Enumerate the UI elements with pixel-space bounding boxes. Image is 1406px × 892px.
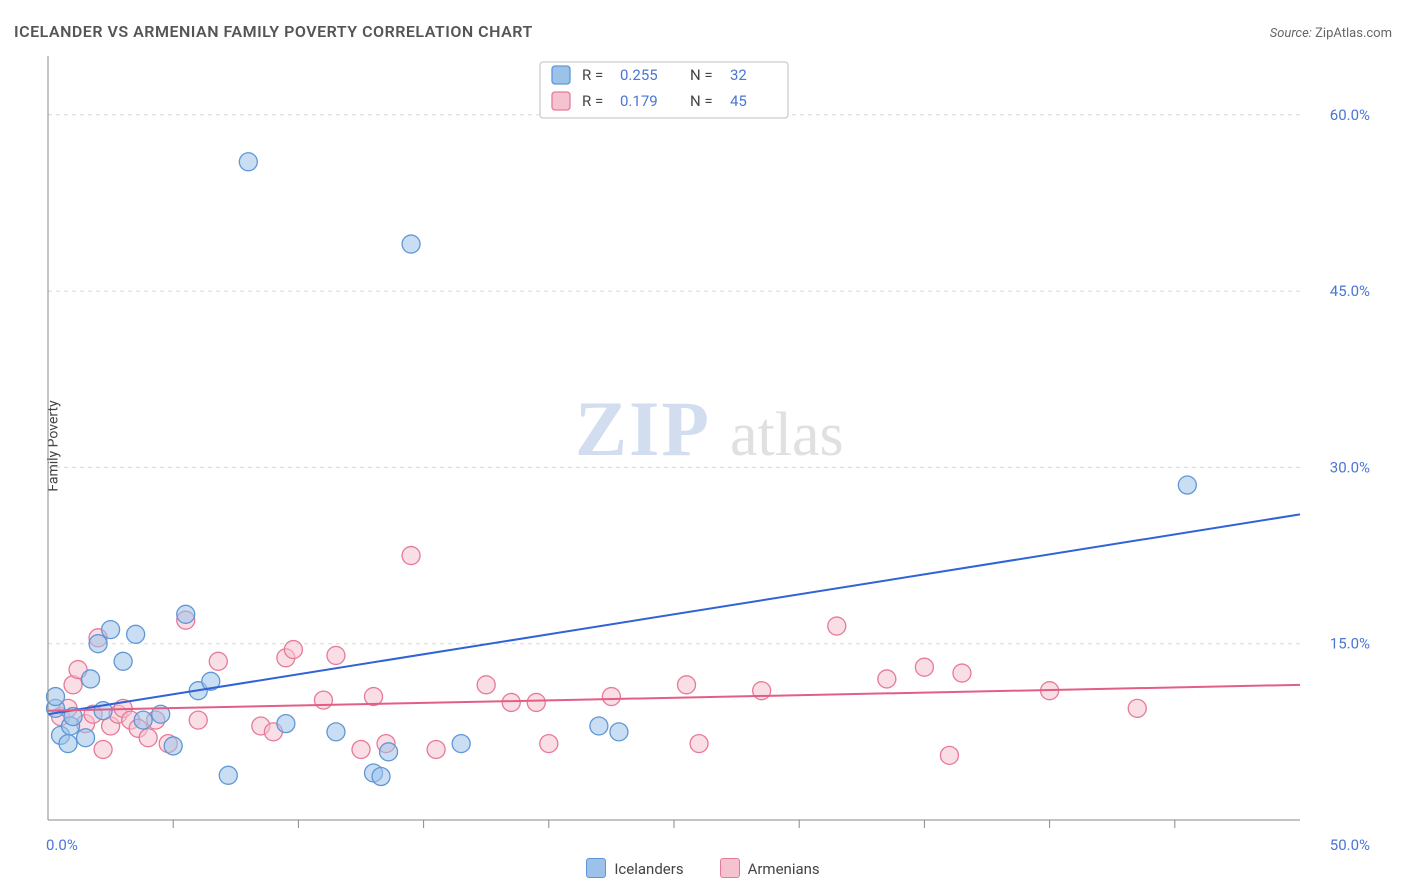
data-point — [678, 676, 696, 694]
data-point — [327, 646, 345, 664]
legend-swatch — [586, 858, 606, 878]
data-point — [82, 670, 100, 688]
data-point — [314, 691, 332, 709]
legend-item: Icelanders — [586, 858, 683, 878]
data-point — [502, 693, 520, 711]
y-tick-label: 60.0% — [1330, 106, 1370, 124]
data-point — [372, 768, 390, 786]
watermark-atlas: atlas — [730, 401, 844, 469]
data-point — [477, 676, 495, 694]
data-point — [915, 658, 933, 676]
data-point — [177, 605, 195, 623]
y-tick-label: 30.0% — [1330, 458, 1370, 476]
x-end-label: 50.0% — [1330, 836, 1370, 854]
data-point — [77, 729, 95, 747]
data-point — [89, 635, 107, 653]
legend-n-label: N = — [690, 92, 713, 110]
legend-swatch — [552, 92, 570, 110]
data-point — [327, 723, 345, 741]
data-point — [828, 617, 846, 635]
legend-n-label: N = — [690, 66, 713, 84]
legend-label: Armenians — [748, 860, 820, 878]
data-point — [380, 743, 398, 761]
trend-line — [48, 514, 1300, 714]
data-point — [239, 153, 257, 171]
data-point — [527, 693, 545, 711]
scatter-chart: 15.0% 30.0% 45.0% 60.0% ZIP atlas 0.0% 50.0% R =… — [0, 0, 1406, 892]
watermark-zip: ZIP — [575, 385, 711, 472]
legend-item: Armenians — [720, 858, 820, 878]
data-point — [59, 735, 77, 753]
legend-n-value: 45 — [730, 92, 747, 110]
data-point — [94, 740, 112, 758]
data-point — [47, 688, 65, 706]
data-point — [690, 735, 708, 753]
data-point — [590, 717, 608, 735]
legend-swatch — [720, 858, 740, 878]
data-point — [402, 547, 420, 565]
data-point — [139, 729, 157, 747]
data-point — [352, 740, 370, 758]
x-start-label: 0.0% — [46, 836, 78, 854]
trend-line — [48, 685, 1300, 711]
data-point — [402, 235, 420, 253]
legend-r-value: 0.255 — [620, 66, 658, 84]
legend-label: Icelanders — [614, 860, 683, 878]
data-point — [953, 664, 971, 682]
data-point — [134, 711, 152, 729]
data-point — [540, 735, 558, 753]
data-point — [452, 735, 470, 753]
data-point — [219, 766, 237, 784]
y-tick-label: 45.0% — [1330, 282, 1370, 300]
data-point — [1178, 476, 1196, 494]
data-point — [277, 715, 295, 733]
y-tick-label: 15.0% — [1330, 635, 1370, 653]
data-point — [114, 652, 132, 670]
legend-r-value: 0.179 — [620, 92, 658, 110]
legend-box — [540, 62, 788, 118]
data-point — [102, 621, 120, 639]
legend-n-value: 32 — [730, 66, 747, 84]
chart-container: 15.0% 30.0% 45.0% 60.0% ZIP atlas 0.0% 50.0% R =… — [0, 0, 1406, 892]
data-point — [127, 625, 145, 643]
data-point — [209, 652, 227, 670]
data-point — [1128, 699, 1146, 717]
data-point — [878, 670, 896, 688]
legend-swatch — [552, 66, 570, 84]
data-point — [602, 688, 620, 706]
data-point — [189, 711, 207, 729]
legend-r-label: R = — [582, 92, 603, 110]
legend-r-label: R = — [582, 66, 603, 84]
bottom-legend: Icelanders Armenians — [0, 858, 1406, 878]
data-point — [427, 740, 445, 758]
data-point — [610, 723, 628, 741]
data-point — [940, 746, 958, 764]
data-point — [164, 737, 182, 755]
data-point — [284, 641, 302, 659]
